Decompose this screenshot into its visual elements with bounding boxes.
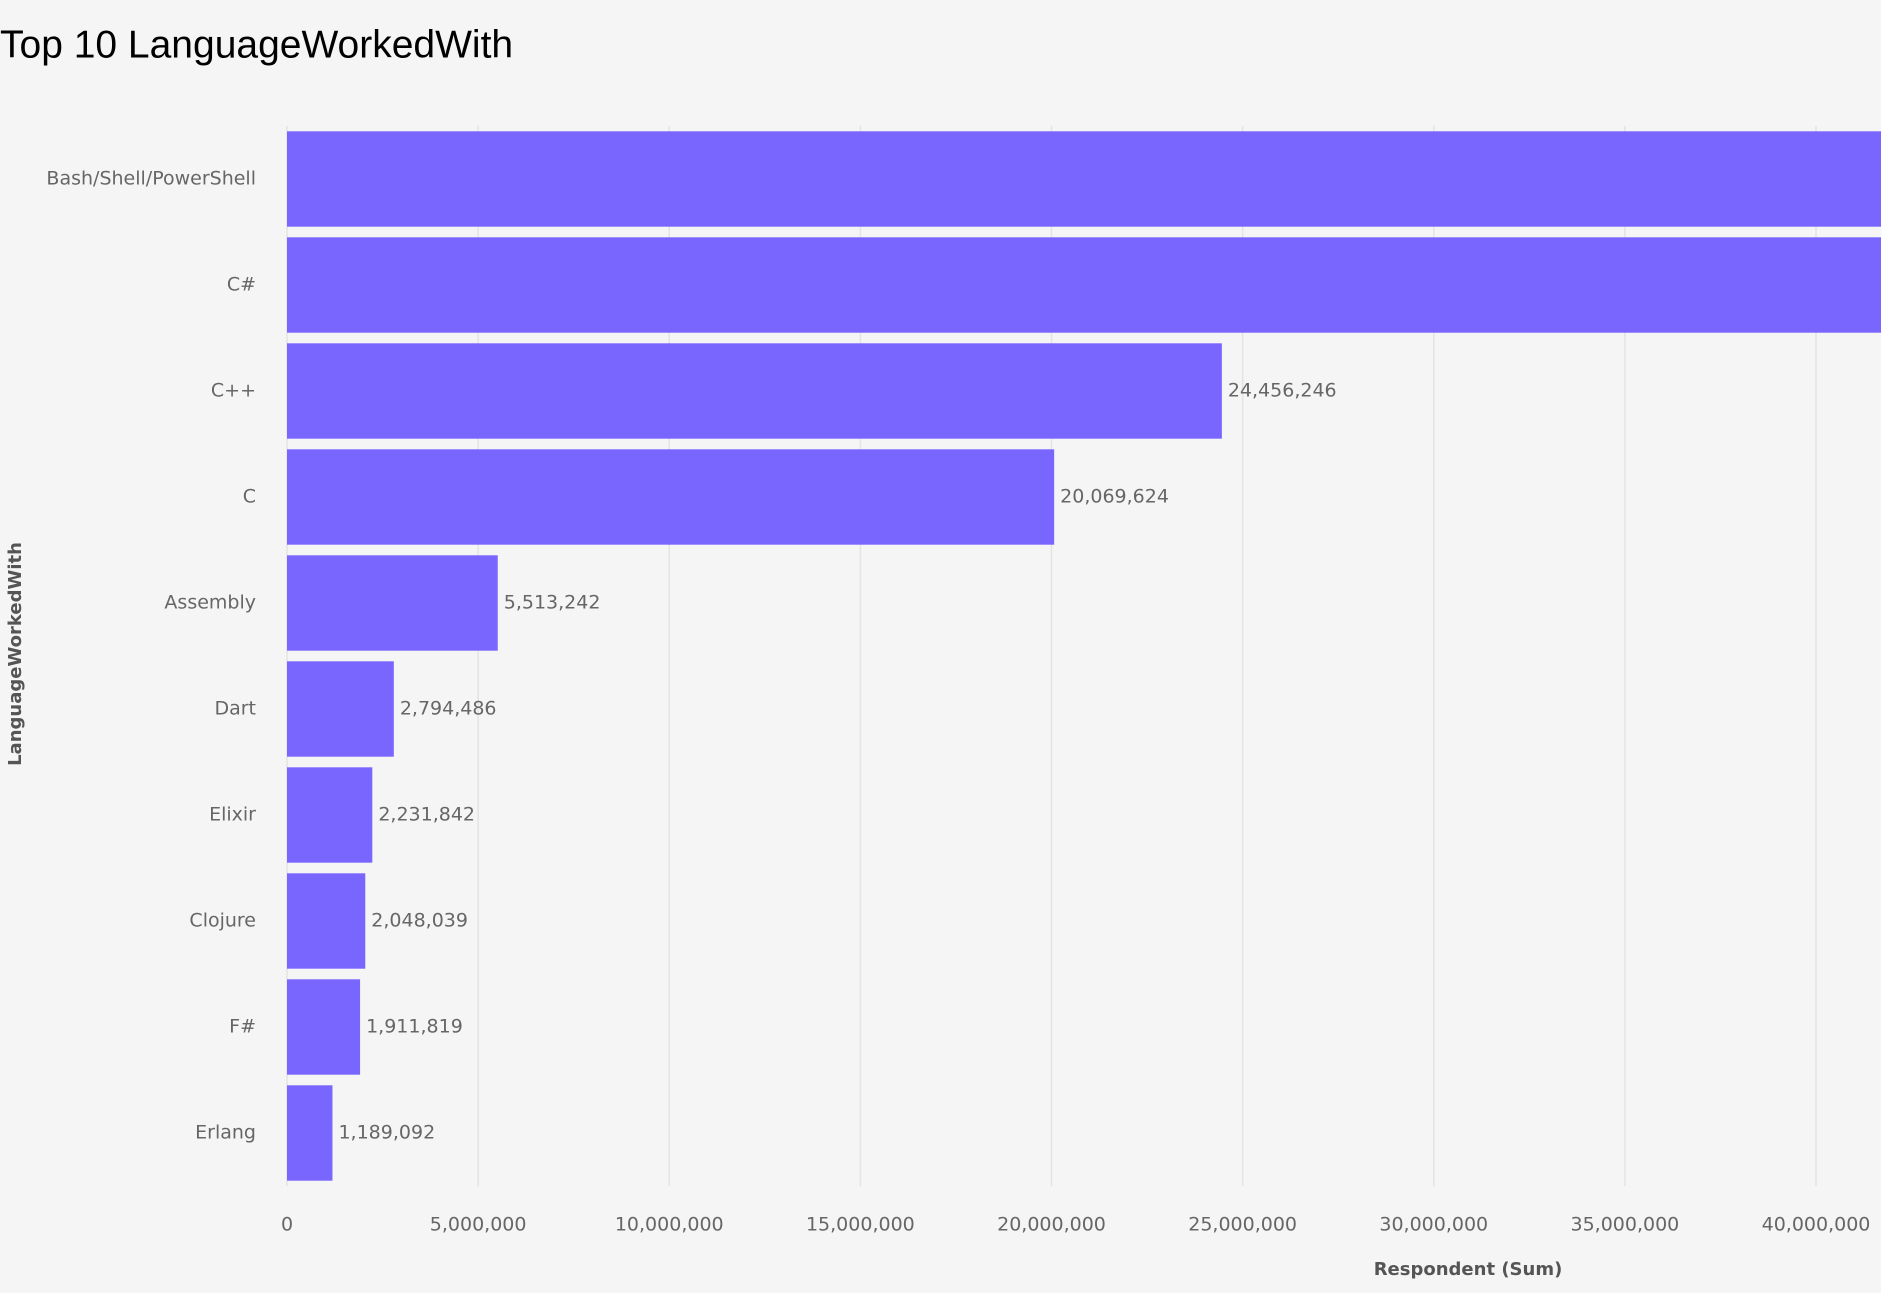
bar <box>287 449 1055 545</box>
chart-title: Top 10 LanguageWorkedWith <box>0 23 513 66</box>
data-label: 24,456,246 <box>1228 380 1337 402</box>
data-label: 1,911,819 <box>366 1016 463 1038</box>
x-tick-label: 40,000,000 <box>1762 1214 1871 1236</box>
bar <box>287 661 394 757</box>
y-tick-label: F# <box>229 1016 256 1038</box>
y-tick-label: Elixir <box>209 804 256 826</box>
x-tick-label: 25,000,000 <box>1188 1214 1297 1236</box>
bar <box>287 343 1222 439</box>
data-label: 2,794,486 <box>400 698 497 720</box>
x-tick-label: 10,000,000 <box>615 1214 724 1236</box>
bar <box>287 555 498 651</box>
bar <box>287 131 1881 227</box>
y-tick-label: C++ <box>211 380 256 402</box>
bars <box>287 131 1881 1181</box>
y-axis-title: LanguageWorkedWith <box>5 542 26 766</box>
data-label: 2,048,039 <box>371 910 468 932</box>
x-tick-label: 30,000,000 <box>1379 1214 1488 1236</box>
data-label: 5,513,242 <box>504 592 601 614</box>
bar <box>287 873 366 969</box>
data-label: 20,069,624 <box>1060 486 1169 508</box>
y-tick-label: Assembly <box>164 592 256 614</box>
y-tick-label: Erlang <box>195 1122 256 1144</box>
x-tick-label: 0 <box>281 1214 293 1236</box>
x-tick-label: 5,000,000 <box>430 1214 527 1236</box>
x-axis-title: Respondent (Sum) <box>1374 1259 1563 1280</box>
y-tick-label: Dart <box>214 698 256 720</box>
data-label: 1,189,092 <box>338 1122 435 1144</box>
y-tick-label: C <box>243 486 256 508</box>
y-tick-label: Clojure <box>189 910 256 932</box>
bar <box>287 979 361 1075</box>
y-tick-label: C# <box>227 274 256 296</box>
bar <box>287 767 373 863</box>
x-tick-label: 15,000,000 <box>806 1214 915 1236</box>
x-tick-label: 35,000,000 <box>1570 1214 1679 1236</box>
x-tick-label: 20,000,000 <box>997 1214 1106 1236</box>
y-tick-label: Bash/Shell/PowerShell <box>46 168 256 190</box>
data-label: 2,231,842 <box>378 804 475 826</box>
bar <box>287 237 1881 333</box>
bar <box>287 1085 333 1181</box>
